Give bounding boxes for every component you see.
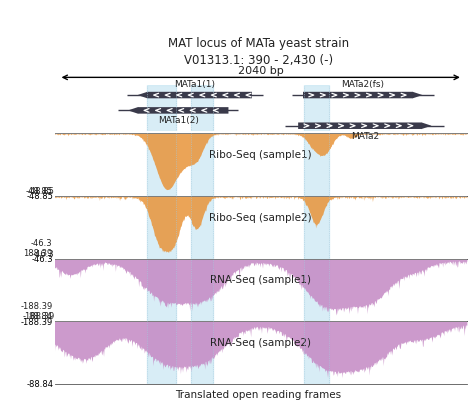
FancyArrow shape — [137, 92, 252, 99]
Bar — [304, 196, 329, 259]
Bar — [304, 133, 329, 196]
Text: 2040 bp: 2040 bp — [238, 66, 283, 76]
Text: Ribo-Seq (sample2): Ribo-Seq (sample2) — [210, 213, 312, 223]
Bar — [191, 85, 213, 131]
Text: -46.3: -46.3 — [33, 250, 55, 259]
Text: -46.3
188.39: -46.3 188.39 — [23, 239, 53, 259]
Text: -48.85: -48.85 — [26, 187, 53, 196]
Bar — [191, 196, 213, 259]
Text: -48.85: -48.85 — [27, 187, 55, 196]
Text: Translated open reading frames: Translated open reading frames — [175, 390, 341, 400]
Bar — [147, 133, 176, 196]
Text: V01313.1: 390 - 2,430 (-): V01313.1: 390 - 2,430 (-) — [184, 54, 333, 67]
Bar — [191, 321, 213, 384]
FancyArrow shape — [128, 107, 228, 114]
Text: RNA-Seq (sample2): RNA-Seq (sample2) — [210, 338, 311, 348]
Bar — [147, 321, 176, 384]
Bar — [147, 259, 176, 321]
Bar — [304, 259, 329, 321]
Bar — [147, 85, 176, 131]
Bar — [191, 259, 213, 321]
Bar — [304, 321, 329, 384]
Text: RNA-Seq (sample1): RNA-Seq (sample1) — [210, 276, 311, 286]
Text: MAT locus of MATa yeast strain: MAT locus of MATa yeast strain — [168, 38, 349, 50]
Text: -188.39
88.84: -188.39 88.84 — [20, 302, 53, 321]
Text: -188.39: -188.39 — [22, 312, 55, 321]
Text: MATa2: MATa2 — [351, 132, 379, 141]
FancyArrow shape — [303, 92, 422, 99]
FancyArrow shape — [298, 122, 431, 129]
Text: Ribo-Seq (sample1): Ribo-Seq (sample1) — [210, 150, 312, 160]
Bar — [147, 196, 176, 259]
Text: MATa2(fs): MATa2(fs) — [341, 80, 384, 89]
Bar — [191, 133, 213, 196]
Text: MATa1(2): MATa1(2) — [158, 116, 199, 125]
Bar — [304, 85, 329, 131]
Text: MATa1(1): MATa1(1) — [174, 80, 215, 89]
